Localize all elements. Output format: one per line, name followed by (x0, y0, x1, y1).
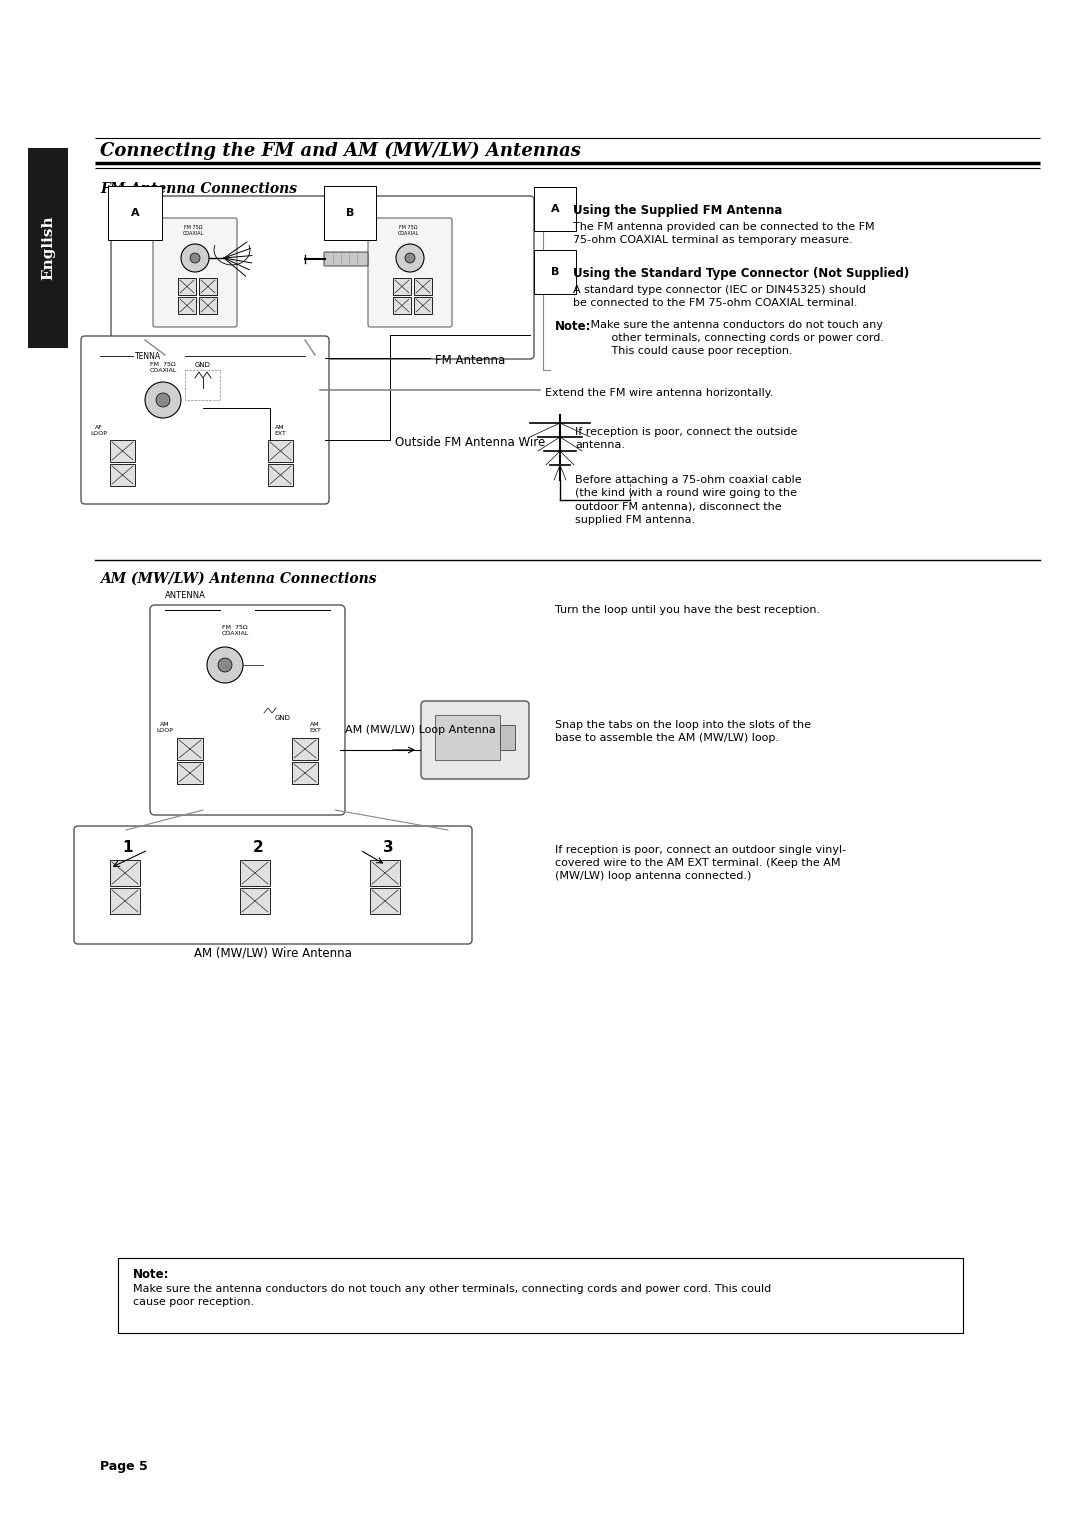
Text: The FM antenna provided can be connected to the FM
75-ohm COAXIAL terminal as te: The FM antenna provided can be connected… (573, 222, 875, 245)
Bar (393, 297, 411, 314)
Text: FM 75Ω
COAXIAL: FM 75Ω COAXIAL (397, 225, 419, 236)
Bar (177, 738, 203, 759)
Text: AM
LOOP: AM LOOP (157, 723, 174, 733)
Text: FM Antenna Connections: FM Antenna Connections (100, 182, 297, 196)
Bar (110, 439, 135, 462)
Text: FM 75Ω
COAXIAL: FM 75Ω COAXIAL (183, 225, 204, 236)
FancyBboxPatch shape (81, 335, 329, 504)
Bar (414, 297, 432, 314)
Text: FM  75Ω
COAXIAL: FM 75Ω COAXIAL (149, 361, 177, 374)
Text: Connecting the FM and AM (MW/LW) Antennas: Connecting the FM and AM (MW/LW) Antenna… (100, 142, 581, 161)
Text: 3: 3 (382, 841, 393, 854)
Text: If reception is poor, connect the outside
antenna.: If reception is poor, connect the outsid… (575, 427, 797, 450)
Bar (177, 762, 203, 784)
Text: B: B (551, 266, 559, 277)
Text: AM
EXT: AM EXT (274, 426, 286, 436)
Text: AM (MW/LW) Wire Antenna: AM (MW/LW) Wire Antenna (194, 946, 352, 958)
Text: FM Antenna: FM Antenna (435, 355, 505, 367)
Text: Outside FM Antenna Wire: Outside FM Antenna Wire (395, 436, 545, 450)
Bar (435, 715, 500, 759)
Text: A standard type connector (IEC or DIN45325) should
be connected to the FM 75-ohm: A standard type connector (IEC or DIN453… (573, 285, 866, 308)
Bar (370, 860, 400, 886)
Text: Extend the FM wire antenna horizontally.: Extend the FM wire antenna horizontally. (545, 387, 773, 398)
Circle shape (218, 658, 232, 672)
FancyBboxPatch shape (421, 701, 529, 779)
Text: 1: 1 (123, 841, 133, 854)
Circle shape (190, 253, 200, 263)
Text: A: A (551, 204, 559, 214)
Text: AF
LOOP: AF LOOP (91, 426, 107, 436)
Bar (110, 888, 140, 914)
Bar (240, 888, 270, 914)
Text: Snap the tabs on the loop into the slots of the
base to assemble the AM (MW/LW) : Snap the tabs on the loop into the slots… (555, 720, 811, 743)
Text: Page 5: Page 5 (100, 1461, 148, 1473)
FancyBboxPatch shape (111, 196, 534, 358)
Circle shape (396, 243, 424, 273)
Text: A: A (131, 208, 139, 217)
FancyBboxPatch shape (150, 605, 345, 814)
Bar (110, 860, 140, 886)
Bar (414, 279, 432, 295)
FancyBboxPatch shape (153, 217, 237, 328)
FancyBboxPatch shape (75, 827, 472, 945)
Text: TENNA: TENNA (135, 352, 161, 361)
Bar (292, 762, 318, 784)
Text: ANTENNA: ANTENNA (165, 591, 206, 600)
Bar (28, 149, 68, 348)
Text: Using the Supplied FM Antenna: Using the Supplied FM Antenna (573, 204, 782, 217)
Bar (118, 1258, 963, 1334)
Bar (110, 464, 135, 485)
Text: Using the Standard Type Connector (Not Supplied): Using the Standard Type Connector (Not S… (573, 266, 909, 280)
Text: AM (MW/LW) Loop Antenna: AM (MW/LW) Loop Antenna (345, 726, 496, 735)
Text: AM (MW/LW) Antenna Connections: AM (MW/LW) Antenna Connections (100, 573, 377, 586)
Text: GND: GND (275, 715, 291, 721)
Bar (268, 464, 293, 485)
Text: 2: 2 (253, 841, 264, 854)
Circle shape (207, 648, 243, 683)
Text: Turn the loop until you have the best reception.: Turn the loop until you have the best re… (555, 605, 820, 615)
Text: Make sure the antenna conductors do not touch any other terminals, connecting co: Make sure the antenna conductors do not … (133, 1285, 771, 1307)
Circle shape (156, 393, 170, 407)
Text: English: English (41, 216, 55, 280)
Bar (199, 279, 217, 295)
Text: If reception is poor, connect an outdoor single vinyl-
covered wire to the AM EX: If reception is poor, connect an outdoor… (555, 845, 846, 880)
Text: Make sure the antenna conductors do not touch any
       other terminals, connec: Make sure the antenna conductors do not … (588, 320, 885, 355)
Text: Note:: Note: (555, 320, 592, 334)
Bar (393, 279, 411, 295)
Text: B: B (346, 208, 354, 217)
Bar (268, 439, 293, 462)
Bar (292, 738, 318, 759)
Circle shape (181, 243, 210, 273)
FancyBboxPatch shape (368, 217, 453, 328)
Text: AM
EXT: AM EXT (309, 723, 321, 733)
Bar (240, 860, 270, 886)
Text: FM  75Ω
COAXIAL: FM 75Ω COAXIAL (221, 625, 248, 635)
Text: Before attaching a 75-ohm coaxial cable
(the kind with a round wire going to the: Before attaching a 75-ohm coaxial cable … (575, 475, 801, 525)
Text: Note:: Note: (133, 1268, 170, 1281)
Bar (199, 297, 217, 314)
Text: GND: GND (195, 361, 211, 367)
Bar (500, 726, 515, 750)
Bar (178, 279, 195, 295)
Bar (370, 888, 400, 914)
Bar (185, 371, 220, 400)
Circle shape (405, 253, 415, 263)
Circle shape (145, 383, 181, 418)
FancyBboxPatch shape (324, 253, 368, 266)
Bar (178, 297, 195, 314)
